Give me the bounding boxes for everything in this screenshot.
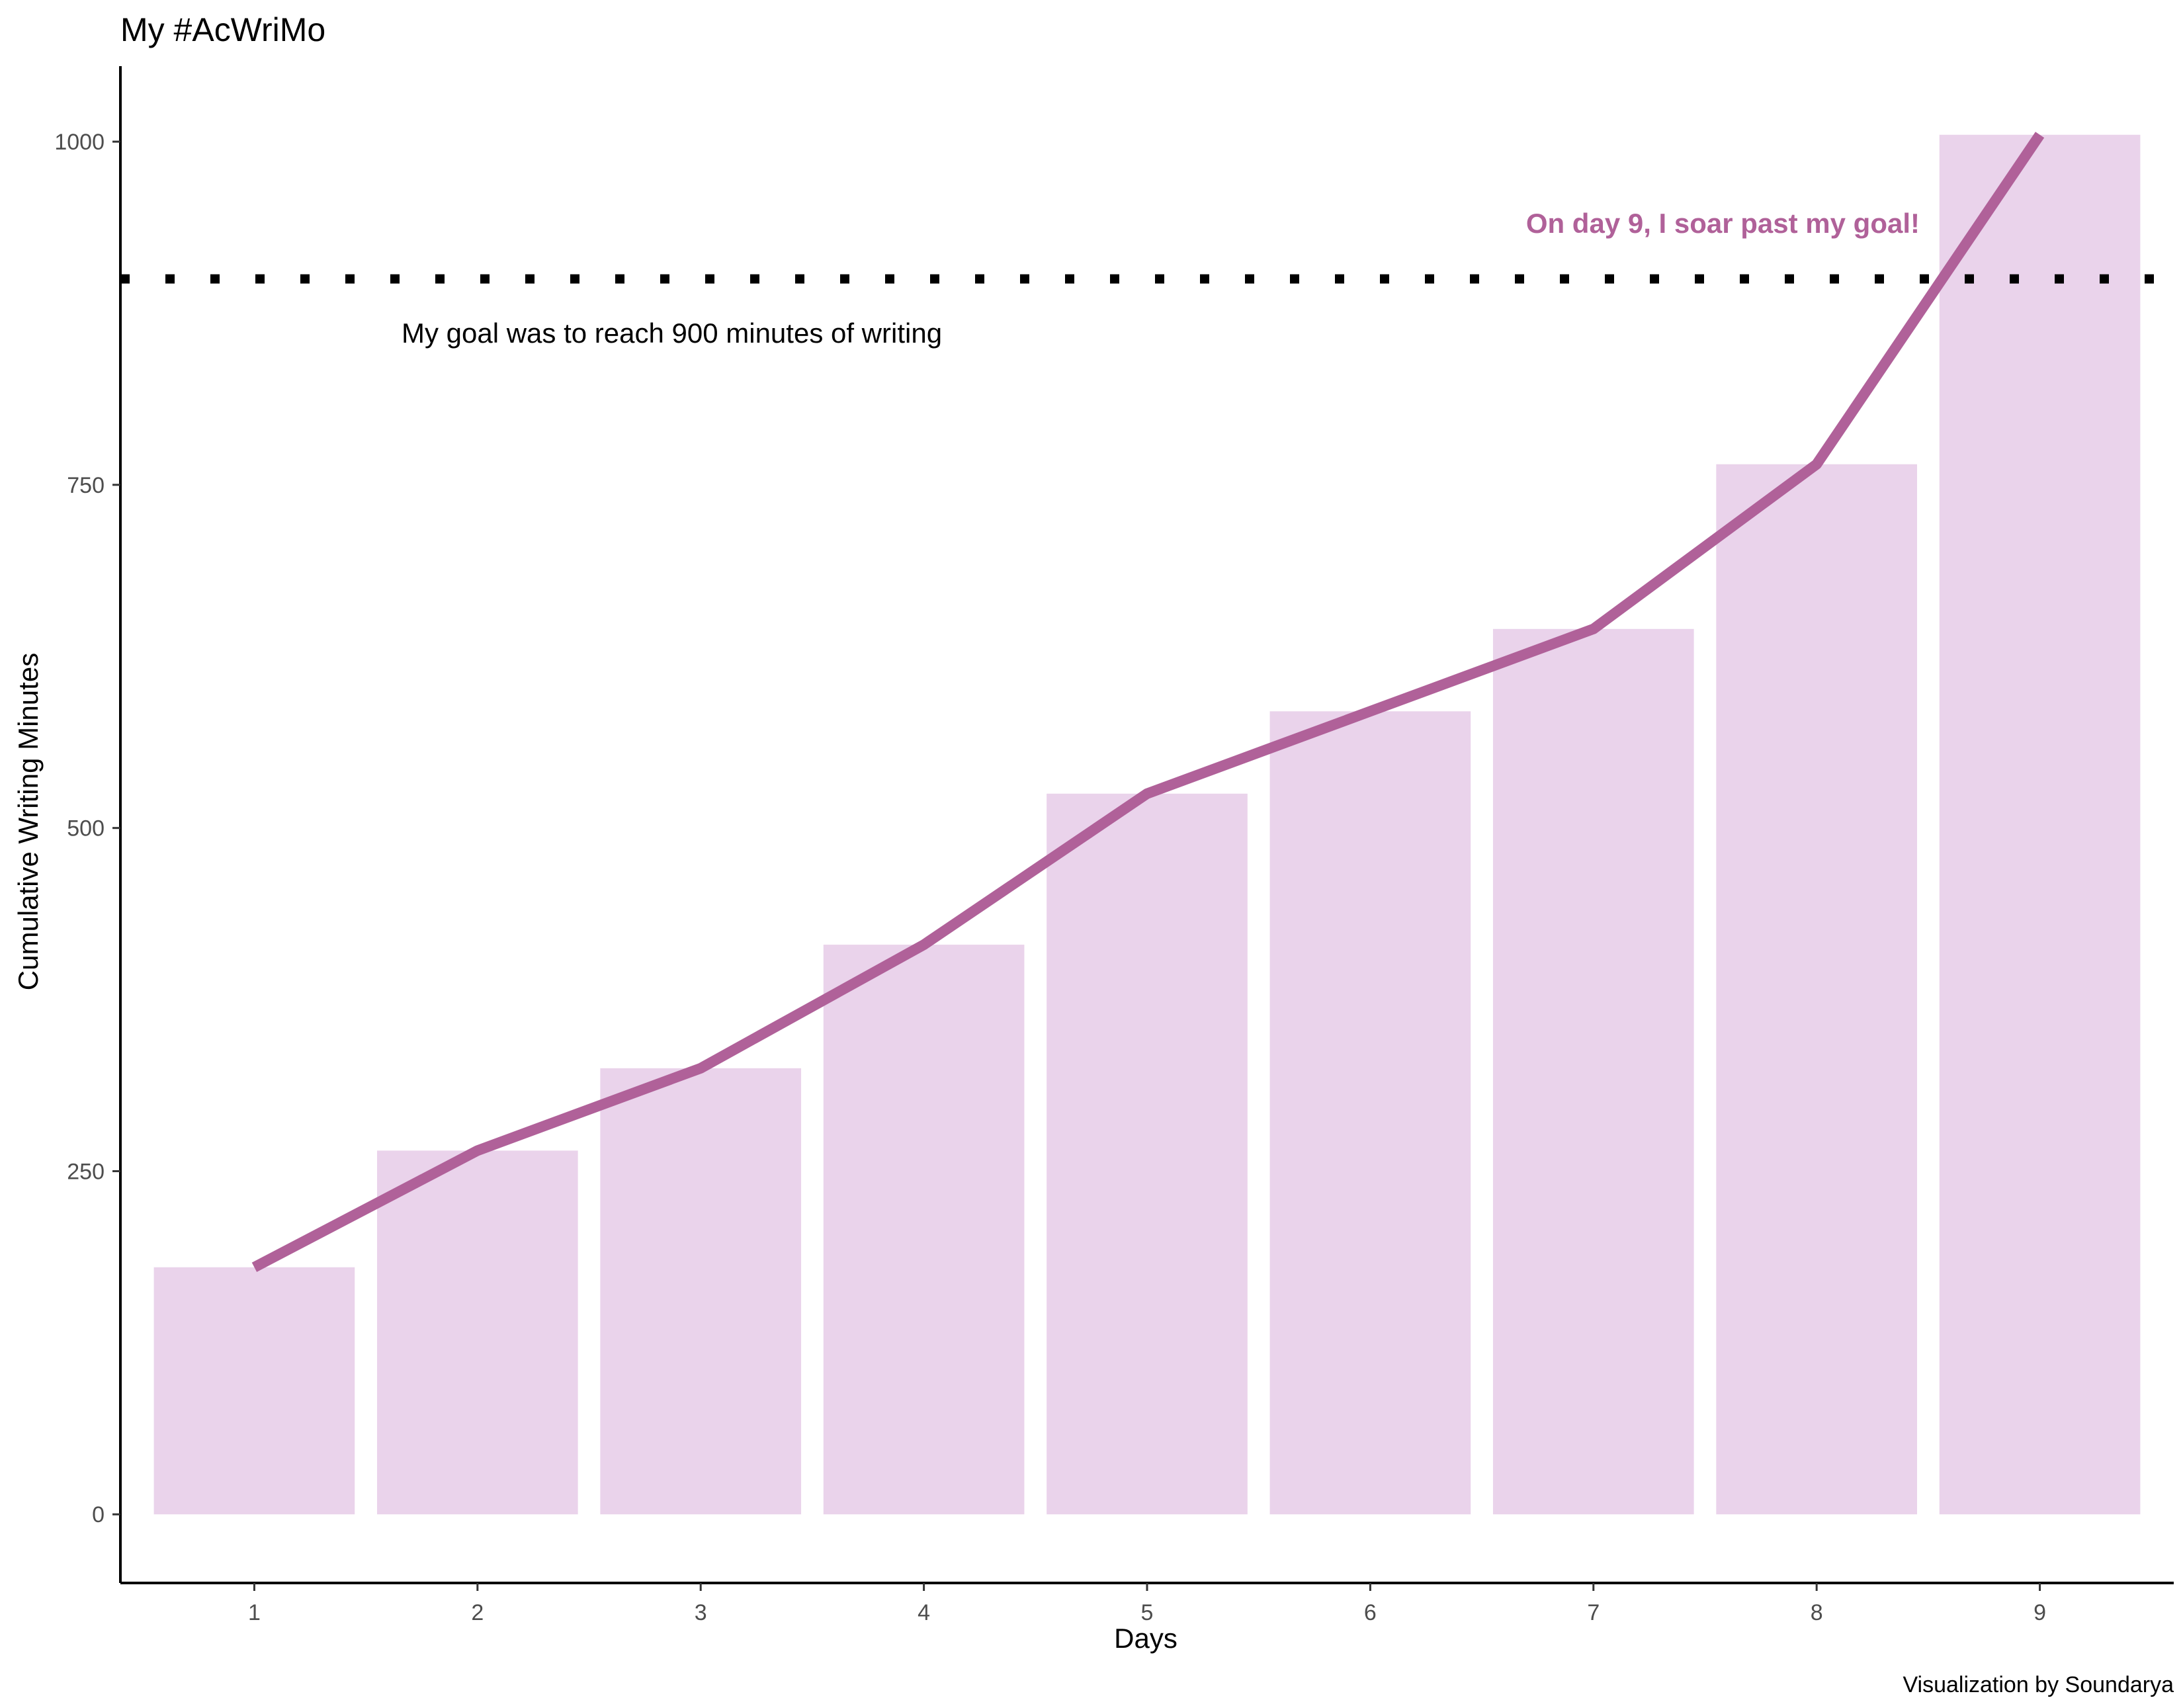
bar-day-7 xyxy=(1492,628,1694,1515)
cumulative-line xyxy=(251,132,2045,1272)
highlight-annotation: On day 9, I soar past my goal! xyxy=(1526,208,1920,239)
y-axis-title: Cumulative Writing Minutes xyxy=(13,653,44,990)
bar-day-2 xyxy=(377,1150,578,1515)
x-axis-title: Days xyxy=(1114,1623,1177,1654)
x-tick-label: 7 xyxy=(1587,1600,1600,1625)
x-tick-label: 5 xyxy=(1141,1600,1154,1625)
chart-title: My #AcWriMo xyxy=(120,11,325,48)
y-tick-label: 0 xyxy=(92,1502,105,1527)
line-layer xyxy=(251,132,2045,1272)
bar-day-4 xyxy=(823,945,1025,1515)
bar-day-6 xyxy=(1269,711,1471,1515)
bar-day-8 xyxy=(1716,464,1917,1515)
y-tick-label: 250 xyxy=(67,1159,105,1184)
x-tick-label: 3 xyxy=(695,1600,707,1625)
bar-day-1 xyxy=(153,1267,355,1515)
x-tick-label: 1 xyxy=(248,1600,261,1625)
x-tick-label: 4 xyxy=(918,1600,930,1625)
x-tick-label: 2 xyxy=(471,1600,484,1625)
x-tick-label: 8 xyxy=(1811,1600,1823,1625)
y-tick-label: 750 xyxy=(67,473,105,498)
bar-day-9 xyxy=(1939,134,2141,1515)
goal-annotation: My goal was to reach 900 minutes of writ… xyxy=(402,318,942,349)
y-tick-label: 500 xyxy=(67,816,105,841)
bars-layer xyxy=(153,134,2141,1515)
chart-caption: Visualization by Soundarya xyxy=(1903,1672,2174,1697)
y-tick-label: 1000 xyxy=(54,130,105,155)
x-tick-label: 9 xyxy=(2033,1600,2046,1625)
bar-day-5 xyxy=(1047,793,1248,1515)
y-ticks: 0 250 500 750 1000 xyxy=(54,130,120,1527)
bar-day-3 xyxy=(600,1068,802,1515)
x-tick-label: 6 xyxy=(1364,1600,1377,1625)
x-ticks: 1 2 3 4 5 6 7 8 9 xyxy=(248,1583,2046,1625)
